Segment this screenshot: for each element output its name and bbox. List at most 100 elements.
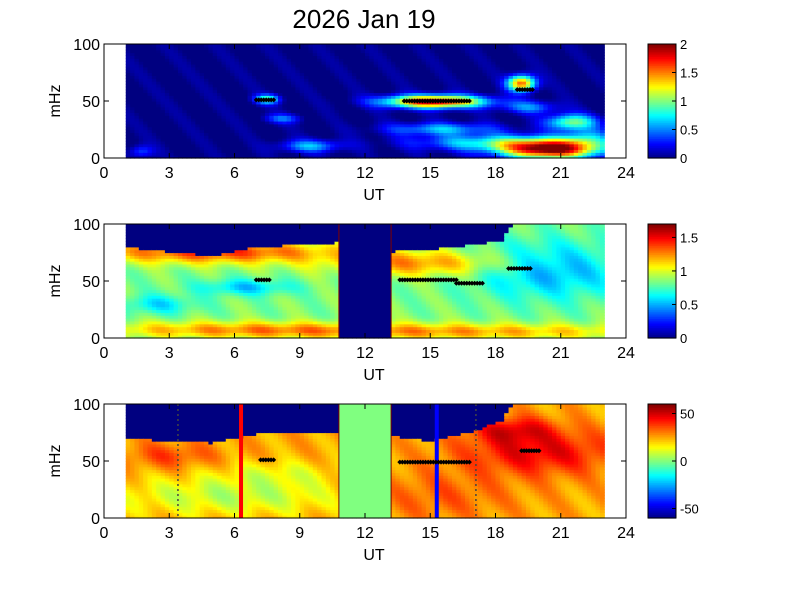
heatmap-cell (238, 155, 244, 159)
heatmap-cell (260, 66, 266, 71)
heatmap-cell (260, 58, 266, 62)
heatmap-cell (273, 152, 279, 156)
heatmap-cell (186, 135, 192, 139)
heatmap-cell (225, 120, 231, 125)
heatmap-cell (191, 143, 196, 148)
heatmap-cell (147, 95, 153, 99)
heatmap-cell (182, 72, 188, 76)
heatmap-cell (460, 44, 466, 48)
heatmap-cell (273, 106, 279, 111)
heatmap-cell (169, 44, 175, 48)
heatmap-cell (195, 120, 201, 125)
heatmap-cell (208, 55, 214, 59)
heatmap-cell (278, 129, 283, 133)
heatmap-cell (291, 63, 296, 68)
heatmap-cell (286, 149, 292, 153)
heatmap-cell (238, 115, 244, 119)
heatmap-cell (308, 86, 314, 91)
heatmap-cell (299, 115, 305, 119)
x-tick-label: 24 (617, 165, 635, 182)
heatmap-cell (238, 106, 244, 111)
heatmap-cell (243, 89, 249, 94)
heatmap-cell (156, 126, 162, 131)
heatmap-cell (199, 49, 205, 54)
heatmap-cell (304, 81, 310, 85)
heatmap-cell (182, 112, 188, 116)
heatmap-cell (164, 126, 170, 131)
heatmap-cell (147, 135, 153, 139)
heatmap-cell (230, 98, 236, 102)
heatmap-cell (182, 89, 188, 94)
heatmap-cell (221, 86, 227, 91)
heatmap-cell (286, 132, 292, 136)
heatmap-cell (234, 103, 240, 108)
heatmap-cell (130, 143, 136, 148)
heatmap-cell (295, 101, 301, 105)
heatmap-cell (156, 66, 162, 71)
heatmap-cell (125, 146, 131, 151)
heatmap-cell (186, 69, 192, 74)
heatmap-cell (156, 132, 162, 136)
heatmap-cell (317, 89, 323, 94)
heatmap-cell (204, 109, 209, 113)
heatmap-cell (234, 132, 240, 136)
heatmap-cell (151, 120, 157, 125)
heatmap-cell (143, 123, 149, 128)
heatmap-cell (204, 44, 209, 48)
heatmap-cell (282, 129, 288, 133)
heatmap-cell (182, 126, 188, 131)
heatmap-cell (173, 66, 179, 71)
heatmap-cell (130, 149, 136, 153)
heatmap-cell (256, 92, 262, 96)
heatmap-cell (151, 132, 157, 136)
heatmap-cell (173, 58, 179, 62)
heatmap-cell (182, 61, 188, 65)
heatmap-cell (225, 55, 231, 59)
heatmap-cell (286, 58, 292, 62)
heatmap-cell (238, 112, 244, 116)
heatmap-cell (164, 120, 170, 125)
heatmap-cell (217, 55, 223, 59)
heatmap-cell (291, 126, 296, 131)
heatmap-cell (195, 83, 201, 88)
heatmap-cell (138, 138, 144, 142)
heatmap-cell (212, 112, 218, 116)
heatmap-cell (199, 46, 205, 51)
heatmap-cell (186, 143, 192, 148)
heatmap-cell (295, 129, 301, 133)
heatmap-cell (295, 103, 301, 108)
heatmap-cell (317, 95, 323, 99)
heatmap-cell (278, 115, 283, 119)
heatmap-cell (291, 123, 296, 128)
heatmap-cell (208, 149, 214, 153)
heatmap-cell (404, 44, 410, 48)
heatmap-cell (225, 152, 231, 156)
heatmap-cell (304, 146, 310, 151)
heatmap-cell (147, 49, 153, 54)
heatmap-cell (221, 123, 227, 128)
heatmap-cell (160, 123, 166, 128)
heatmap-cell (238, 120, 244, 125)
heatmap-cell (304, 118, 310, 122)
heatmap-cell (308, 49, 314, 54)
heatmap-cell (317, 132, 323, 136)
heatmap-cell (247, 92, 253, 96)
heatmap-cell (191, 155, 196, 159)
heatmap-cell (169, 126, 175, 131)
figure-title: 2026 Jan 19 (292, 4, 435, 34)
heatmap-cell (221, 98, 227, 102)
heatmap-cell (164, 81, 170, 85)
y-tick-label: 0 (91, 151, 100, 168)
heatmap-cell (504, 44, 510, 48)
heatmap-cell (221, 46, 227, 51)
heatmap-cell (243, 86, 249, 91)
heatmap-cell (264, 135, 270, 139)
heatmap-cell (160, 86, 166, 91)
heatmap-cell (208, 78, 214, 82)
heatmap-cell (234, 98, 240, 102)
heatmap-cell (212, 63, 218, 68)
heatmap-cell (138, 95, 144, 99)
heatmap-cell (286, 112, 292, 116)
heatmap-cell (173, 146, 179, 151)
heatmap-cell (156, 49, 162, 54)
